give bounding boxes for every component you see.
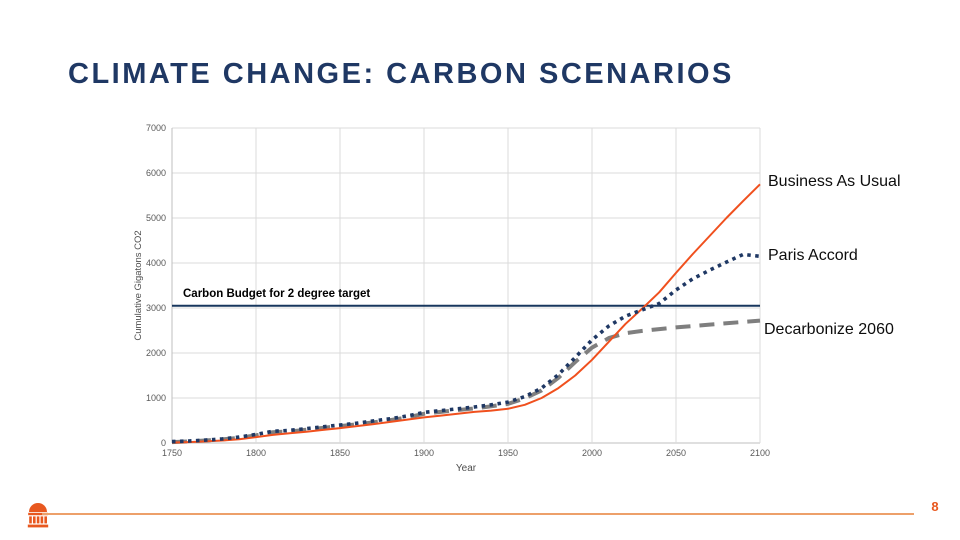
series-label-decarbonize-2060: Decarbonize 2060 [764,321,894,338]
y-tick-label: 1000 [146,393,166,403]
series-label-paris-accord: Paris Accord [768,247,858,264]
y-tick-label: 7000 [146,123,166,133]
y-tick-label: 0 [161,438,166,448]
footer-divider [42,513,914,515]
y-axis-title: Cumulative Gigatons CO2 [133,230,144,340]
y-tick-label: 5000 [146,213,166,223]
series-line-paris-accord [171,252,761,444]
y-tick-label: 2000 [146,348,166,358]
series-line-business-as-usual [171,183,761,444]
x-tick-label: 2000 [582,448,602,458]
x-tick-label: 1950 [498,448,518,458]
rotunda-logo-icon [27,503,49,528]
x-tick-label: 1750 [162,448,182,458]
series-line-decarbonize-2060 [171,318,761,445]
y-tick-label: 4000 [146,258,166,268]
x-tick-label: 1900 [414,448,434,458]
x-tick-label: 2100 [750,448,770,458]
x-tick-label: 1800 [246,448,266,458]
slide-title: CLIMATE CHANGE: CARBON SCENARIOS [68,58,734,90]
y-tick-label: 3000 [146,303,166,313]
x-tick-label: 2050 [666,448,686,458]
y-tick-label: 6000 [146,168,166,178]
x-tick-label: 1850 [330,448,350,458]
x-axis-title: Year [456,463,477,474]
carbon-budget-annotation: Carbon Budget for 2 degree target [183,288,371,300]
series-label-business-as-usual: Business As Usual [768,173,901,190]
page-number: 8 [931,499,939,514]
